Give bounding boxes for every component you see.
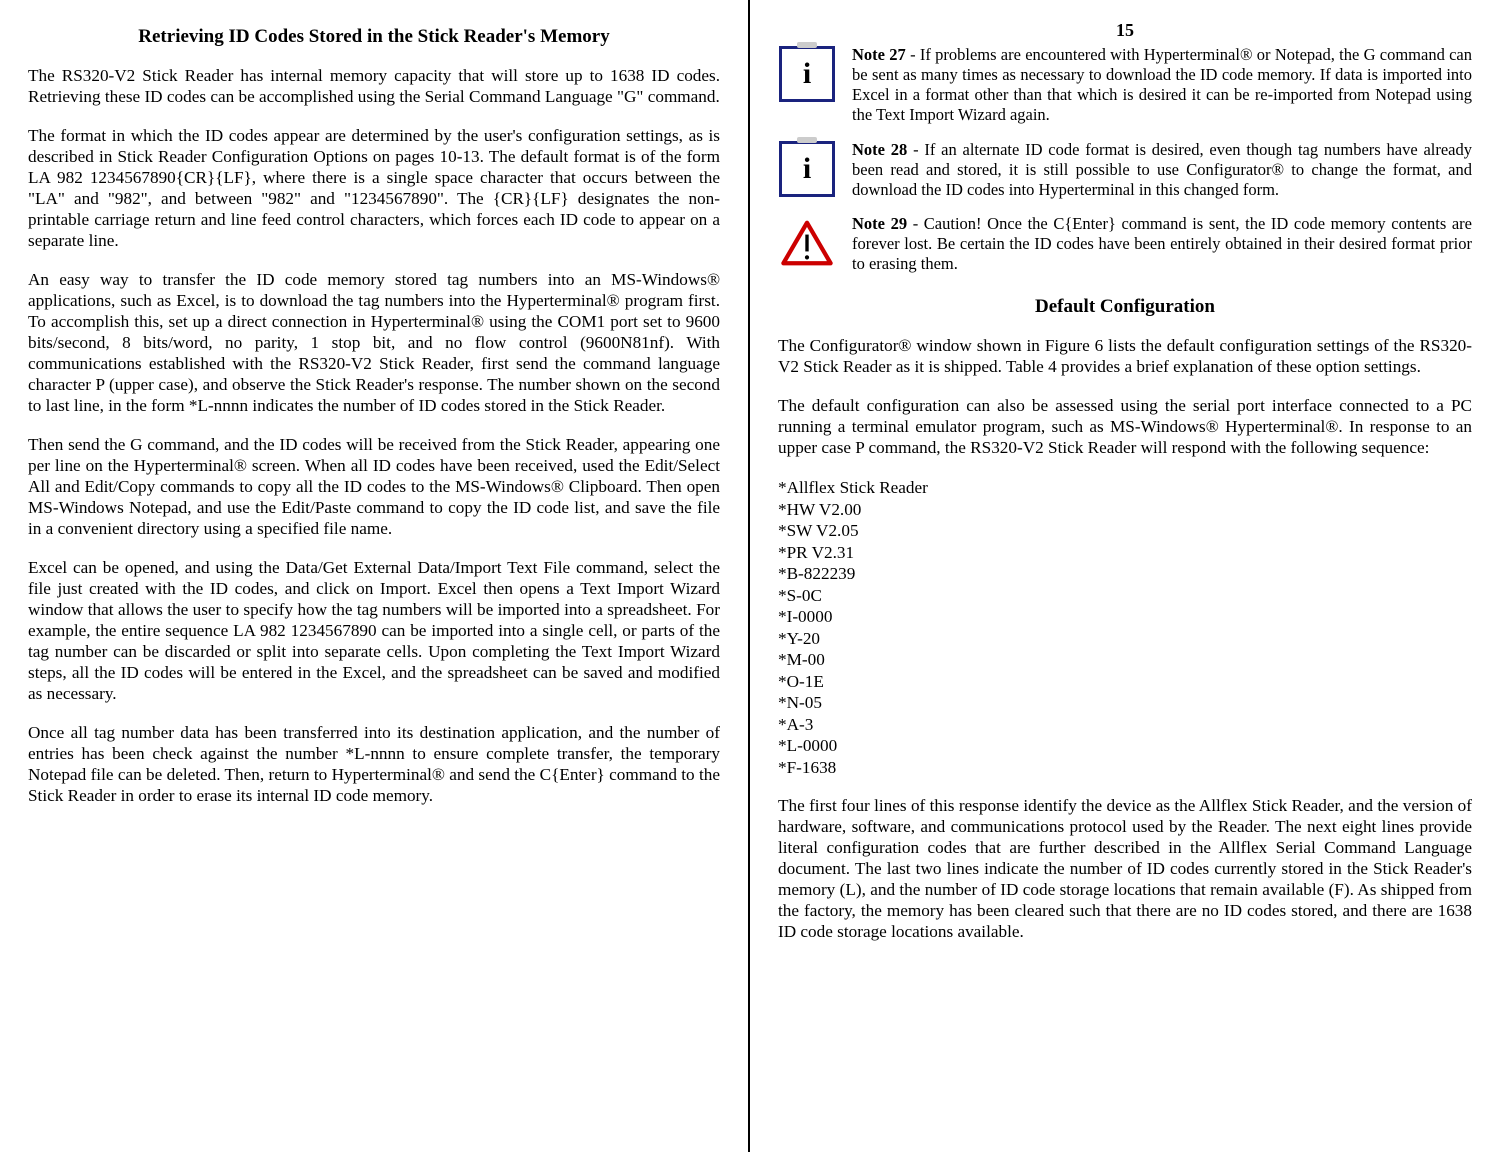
note-29-text: Note 29 - Caution! Once the C{Enter} com… <box>852 214 1472 274</box>
left-title: Retrieving ID Codes Stored in the Stick … <box>28 26 720 48</box>
note-27-label: Note 27 <box>852 45 906 64</box>
note-29: Note 29 - Caution! Once the C{Enter} com… <box>778 214 1472 274</box>
info-icon: i <box>778 140 836 198</box>
note-27-body: - If problems are encountered with Hyper… <box>852 45 1472 124</box>
right-column: 15 i Note 27 - If problems are encounter… <box>750 0 1500 1152</box>
right-section-title: Default Configuration <box>778 296 1472 318</box>
note-29-label: Note 29 <box>852 214 907 233</box>
right-p2: The default configuration can also be as… <box>778 396 1472 459</box>
page-number: 15 <box>778 20 1472 41</box>
note-27-text: Note 27 - If problems are encountered wi… <box>852 45 1472 126</box>
note-28-body: - If an alternate ID code format is desi… <box>852 140 1472 199</box>
note-27: i Note 27 - If problems are encountered … <box>778 45 1472 126</box>
right-p3: The first four lines of this response id… <box>778 796 1472 943</box>
left-p1: The RS320-V2 Stick Reader has internal m… <box>28 66 720 108</box>
info-icon: i <box>778 45 836 103</box>
note-28-label: Note 28 <box>852 140 907 159</box>
note-28: i Note 28 - If an alternate ID code form… <box>778 140 1472 200</box>
left-p5: Excel can be opened, and using the Data/… <box>28 558 720 705</box>
left-p4: Then send the G command, and the ID code… <box>28 435 720 540</box>
left-p3: An easy way to transfer the ID code memo… <box>28 270 720 417</box>
left-p2: The format in which the ID codes appear … <box>28 126 720 252</box>
left-column: Retrieving ID Codes Stored in the Stick … <box>0 0 750 1152</box>
warning-icon <box>778 214 836 272</box>
note-28-text: Note 28 - If an alternate ID code format… <box>852 140 1472 200</box>
left-p6: Once all tag number data has been transf… <box>28 723 720 807</box>
note-29-body: - Caution! Once the C{Enter} command is … <box>852 214 1472 273</box>
config-output: *Allflex Stick Reader *HW V2.00 *SW V2.0… <box>778 477 1472 778</box>
right-p1: The Configurator® window shown in Figure… <box>778 336 1472 378</box>
